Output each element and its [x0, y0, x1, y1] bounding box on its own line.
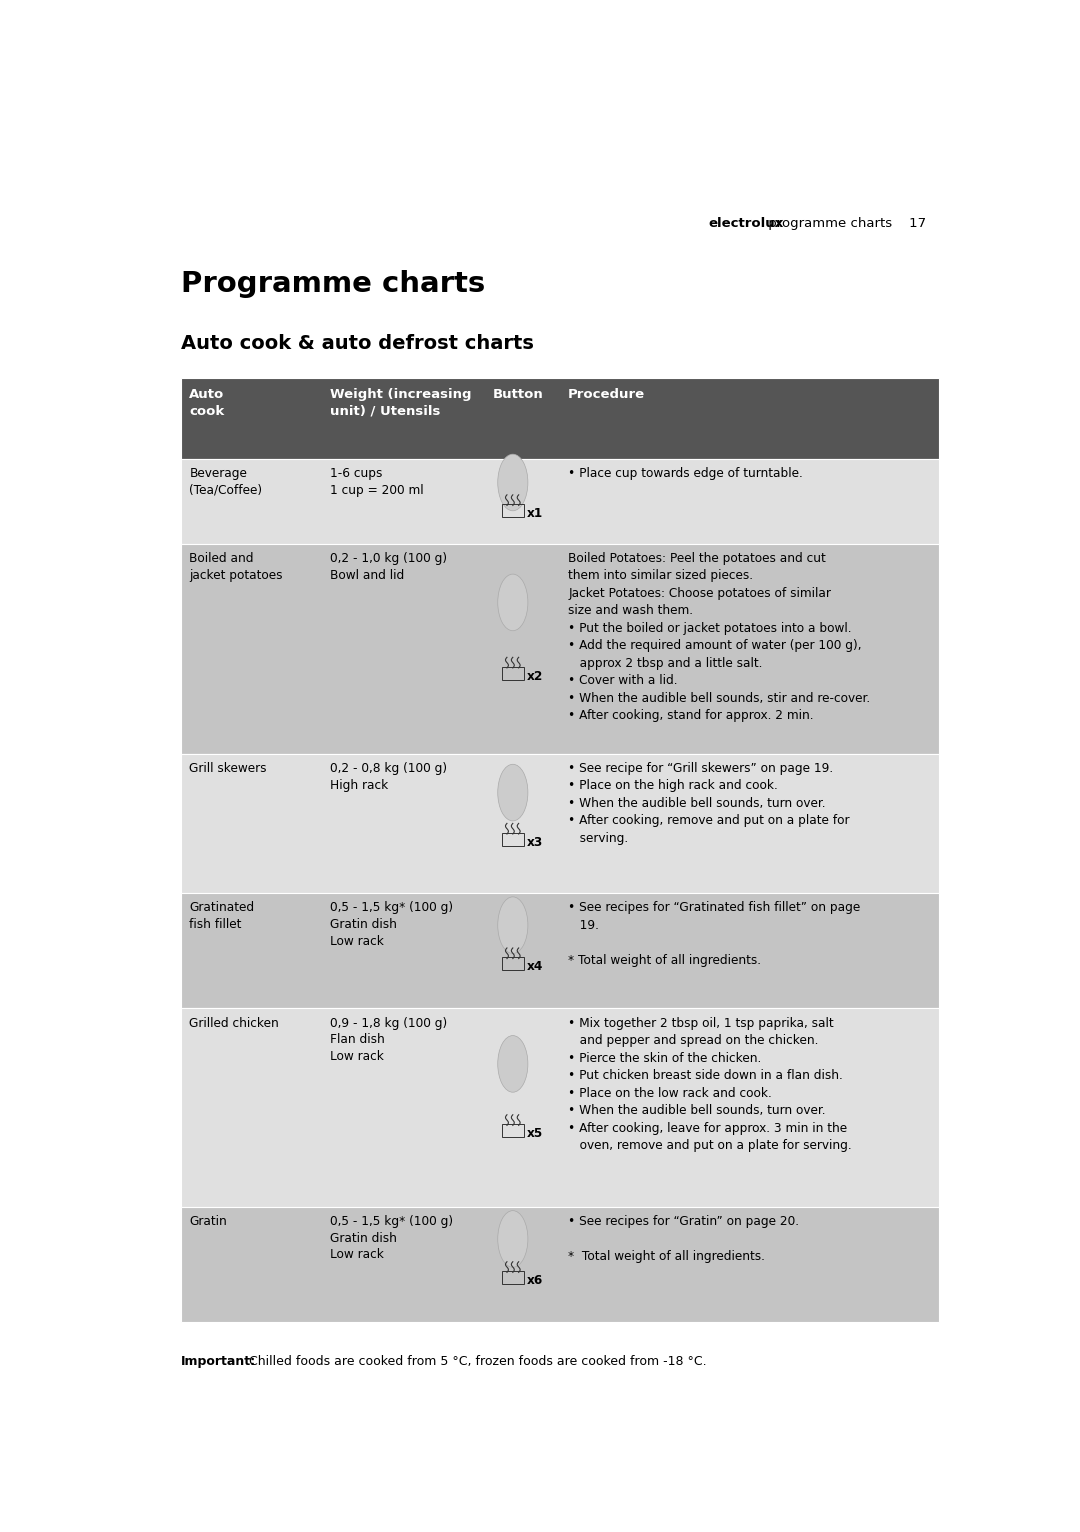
Text: Programme charts: Programme charts [181, 270, 485, 297]
Text: Button: Button [492, 388, 543, 401]
Text: x6: x6 [527, 1275, 543, 1287]
Ellipse shape [498, 1210, 528, 1267]
Text: Auto cook & auto defrost charts: Auto cook & auto defrost charts [181, 334, 534, 352]
Text: Chilled foods are cooked from 5 °C, frozen foods are cooked from -18 °C.: Chilled foods are cooked from 5 °C, froz… [245, 1356, 707, 1368]
Text: Grill skewers: Grill skewers [189, 761, 267, 775]
Text: x1: x1 [527, 507, 543, 521]
Text: x2: x2 [527, 669, 543, 683]
Text: programme charts    17: programme charts 17 [765, 218, 927, 230]
Text: Boiled Potatoes: Peel the potatoes and cut
them into similar sized pieces.
Jacke: Boiled Potatoes: Peel the potatoes and c… [568, 552, 870, 723]
Text: x5: x5 [527, 1128, 543, 1140]
Text: • See recipes for “Gratin” on page 20.

*  Total weight of all ingredients.: • See recipes for “Gratin” on page 20. *… [568, 1215, 799, 1262]
Ellipse shape [498, 896, 528, 953]
Text: Gratin: Gratin [189, 1215, 227, 1227]
Text: • See recipe for “Grill skewers” on page 19.
• Place on the high rack and cook.
: • See recipe for “Grill skewers” on page… [568, 761, 850, 844]
FancyBboxPatch shape [181, 458, 939, 544]
FancyBboxPatch shape [181, 378, 939, 458]
FancyBboxPatch shape [181, 754, 939, 893]
Text: Boiled and
jacket potatoes: Boiled and jacket potatoes [189, 552, 283, 582]
Text: Grilled chicken: Grilled chicken [189, 1017, 279, 1030]
FancyBboxPatch shape [181, 1207, 939, 1322]
Ellipse shape [498, 453, 528, 510]
Ellipse shape [498, 1036, 528, 1092]
Text: • Mix together 2 tbsp oil, 1 tsp paprika, salt
   and pepper and spread on the c: • Mix together 2 tbsp oil, 1 tsp paprika… [568, 1017, 852, 1152]
Text: 0,2 - 1,0 kg (100 g)
Bowl and lid: 0,2 - 1,0 kg (100 g) Bowl and lid [329, 552, 447, 582]
Text: Beverage
(Tea/Coffee): Beverage (Tea/Coffee) [189, 467, 262, 496]
FancyBboxPatch shape [181, 544, 939, 754]
Text: Gratinated
fish fillet: Gratinated fish fillet [189, 901, 255, 931]
FancyBboxPatch shape [181, 1008, 939, 1207]
Text: electrolux: electrolux [708, 218, 784, 230]
Text: Weight (increasing
unit) / Utensils: Weight (increasing unit) / Utensils [329, 388, 471, 418]
Text: • See recipes for “Gratinated fish fillet” on page
   19.

* Total weight of all: • See recipes for “Gratinated fish fille… [568, 901, 861, 967]
Text: 0,9 - 1,8 kg (100 g)
Flan dish
Low rack: 0,9 - 1,8 kg (100 g) Flan dish Low rack [329, 1017, 447, 1063]
Text: Important:: Important: [181, 1356, 256, 1368]
Text: Auto
cook: Auto cook [189, 388, 225, 418]
Text: Procedure: Procedure [568, 388, 645, 401]
Ellipse shape [498, 574, 528, 631]
Ellipse shape [498, 764, 528, 821]
Text: x3: x3 [527, 836, 543, 849]
Text: • Place cup towards edge of turntable.: • Place cup towards edge of turntable. [568, 467, 802, 480]
Text: 0,5 - 1,5 kg* (100 g)
Gratin dish
Low rack: 0,5 - 1,5 kg* (100 g) Gratin dish Low ra… [329, 901, 453, 948]
Text: 0,5 - 1,5 kg* (100 g)
Gratin dish
Low rack: 0,5 - 1,5 kg* (100 g) Gratin dish Low ra… [329, 1215, 453, 1261]
Text: 0,2 - 0,8 kg (100 g)
High rack: 0,2 - 0,8 kg (100 g) High rack [329, 761, 447, 792]
Text: 1-6 cups
1 cup = 200 ml: 1-6 cups 1 cup = 200 ml [329, 467, 423, 496]
Text: x4: x4 [527, 961, 543, 973]
FancyBboxPatch shape [181, 893, 939, 1008]
